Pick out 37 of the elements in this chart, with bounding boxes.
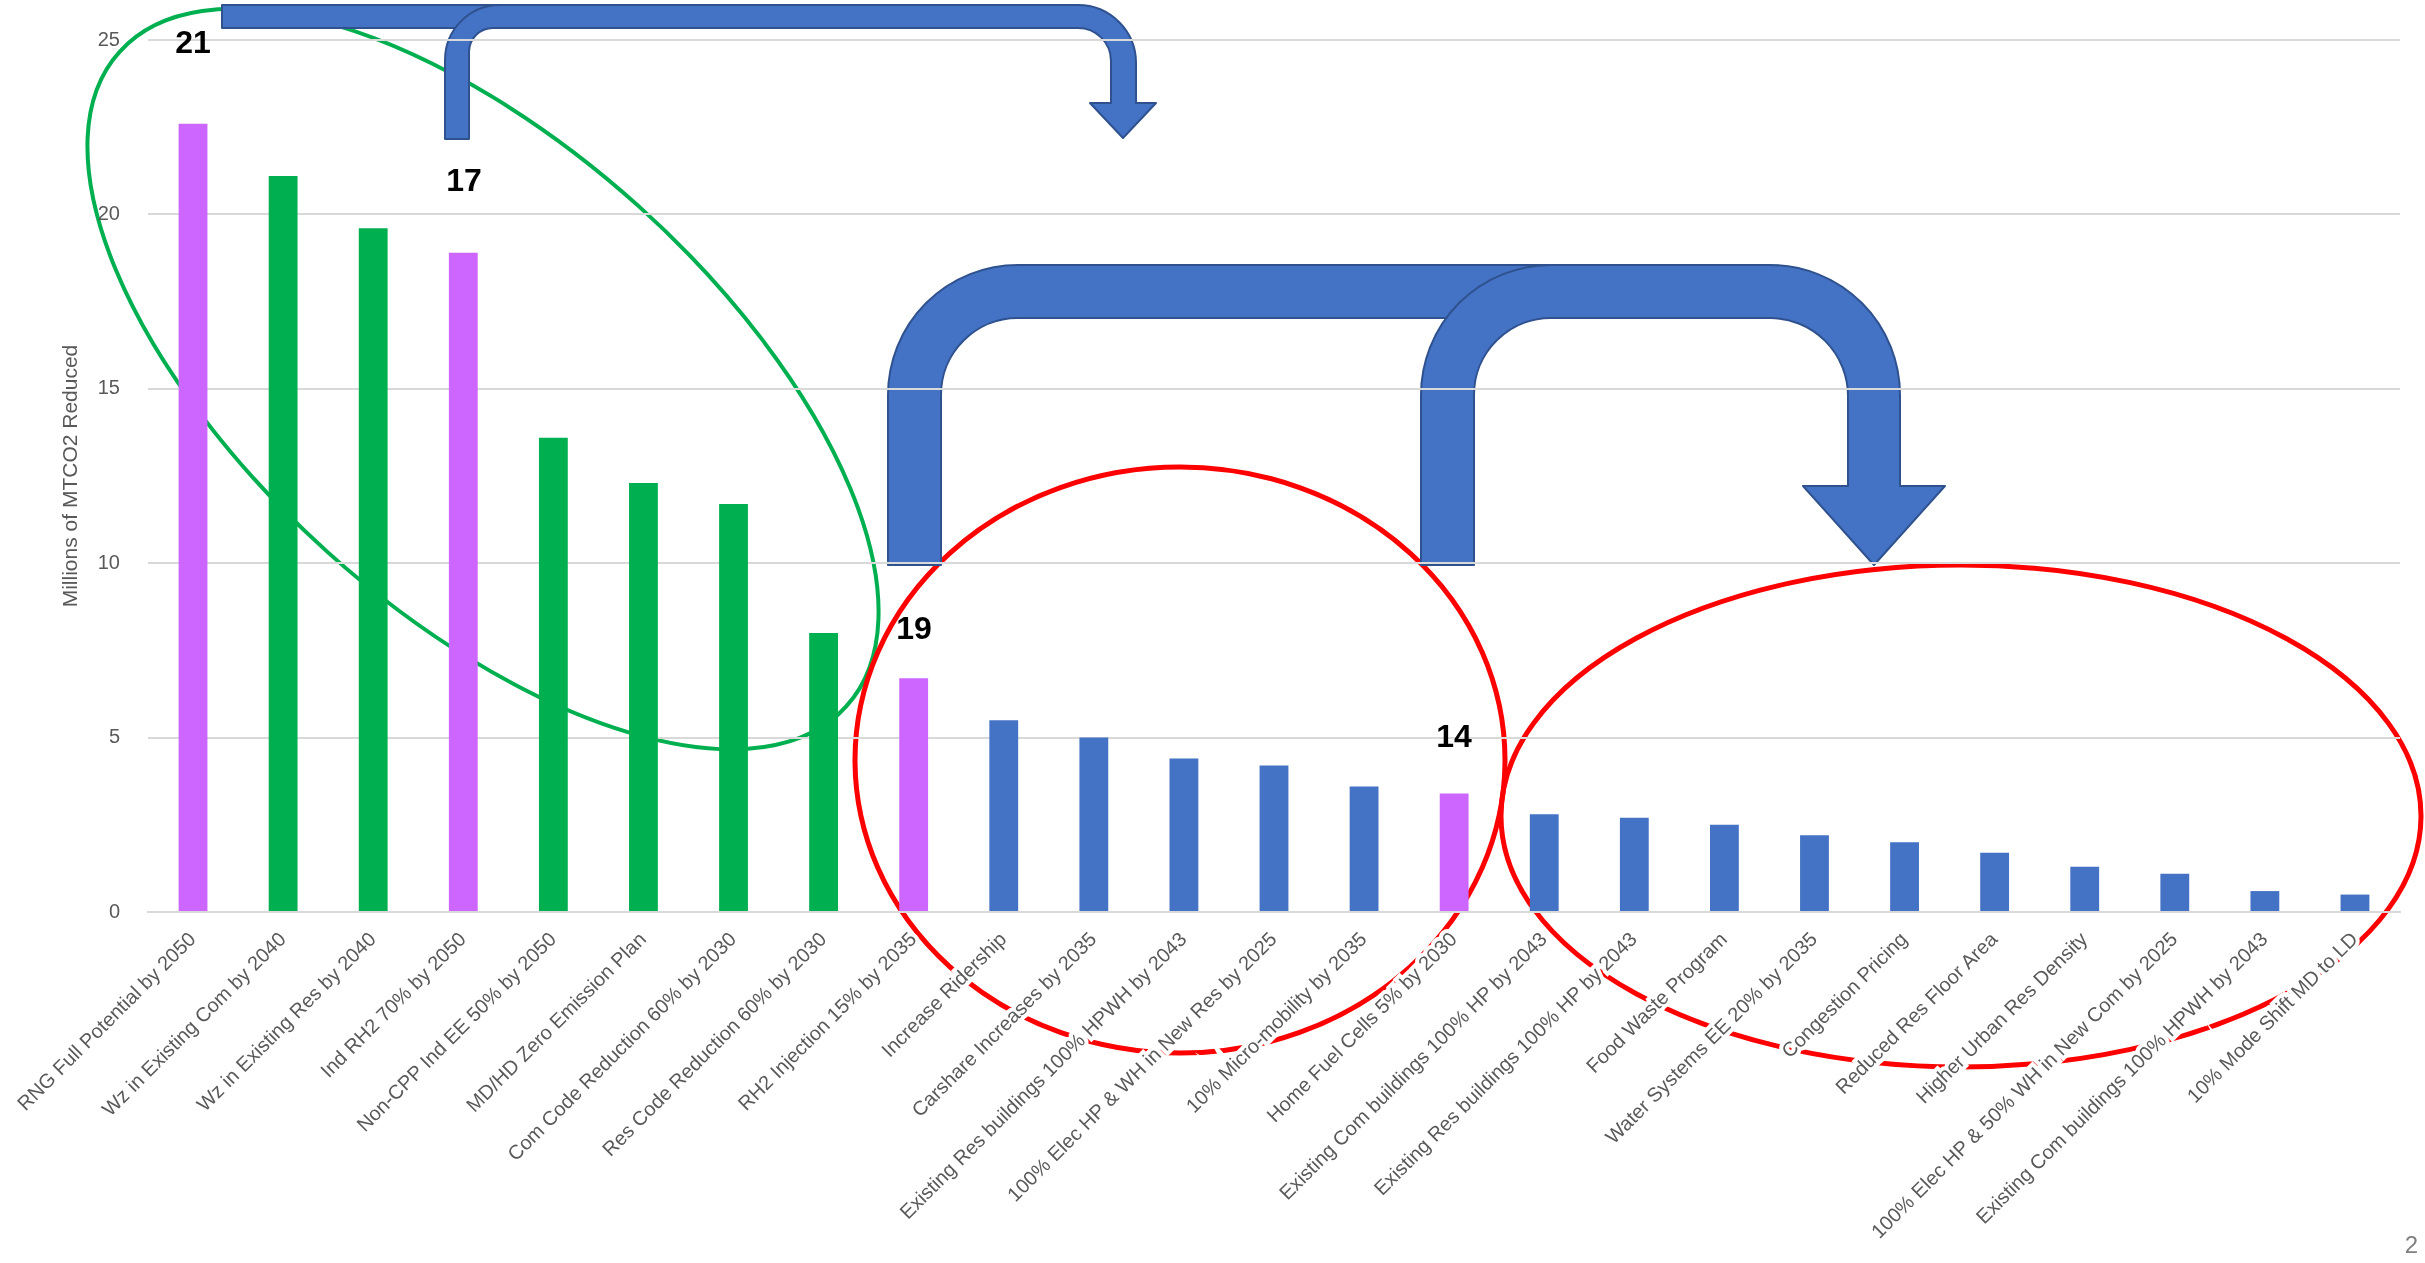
y-tick-label: 10	[97, 550, 120, 573]
bar	[1079, 737, 1109, 911]
annotation: 14	[1436, 717, 1472, 754]
bar	[1169, 758, 1199, 911]
text: 2	[2404, 1230, 2418, 1258]
bar	[989, 720, 1019, 911]
y-tick-label: 20	[97, 201, 120, 224]
bar	[1800, 835, 1829, 911]
bar	[899, 678, 929, 911]
bar	[538, 437, 568, 911]
bar	[2160, 873, 2190, 911]
y-tick-label: 0	[108, 899, 120, 922]
y-tick-label: 5	[108, 725, 120, 748]
y-tick-label: 15	[97, 376, 120, 399]
bar	[1349, 786, 1379, 911]
bar	[1439, 793, 1469, 911]
bar	[2070, 866, 2100, 911]
bar	[1709, 824, 1739, 911]
bar	[809, 632, 839, 911]
annotation: 17	[446, 161, 482, 198]
bar	[1980, 852, 2010, 911]
bar	[1529, 814, 1559, 911]
annotation: 19	[896, 609, 932, 646]
bar	[719, 503, 748, 911]
bar	[268, 176, 298, 911]
bar	[629, 482, 658, 911]
y-tick-label: 25	[97, 27, 120, 50]
y-axis-title: Millions of MTCO2 Reduced	[58, 344, 82, 608]
annotation: 21	[175, 23, 211, 60]
bar	[2250, 891, 2280, 911]
bar	[178, 123, 208, 911]
bar	[2340, 894, 2370, 911]
bar	[358, 228, 388, 911]
bar	[1619, 817, 1649, 911]
bar	[1259, 765, 1289, 911]
bar	[448, 252, 478, 911]
bar	[1890, 842, 1919, 911]
